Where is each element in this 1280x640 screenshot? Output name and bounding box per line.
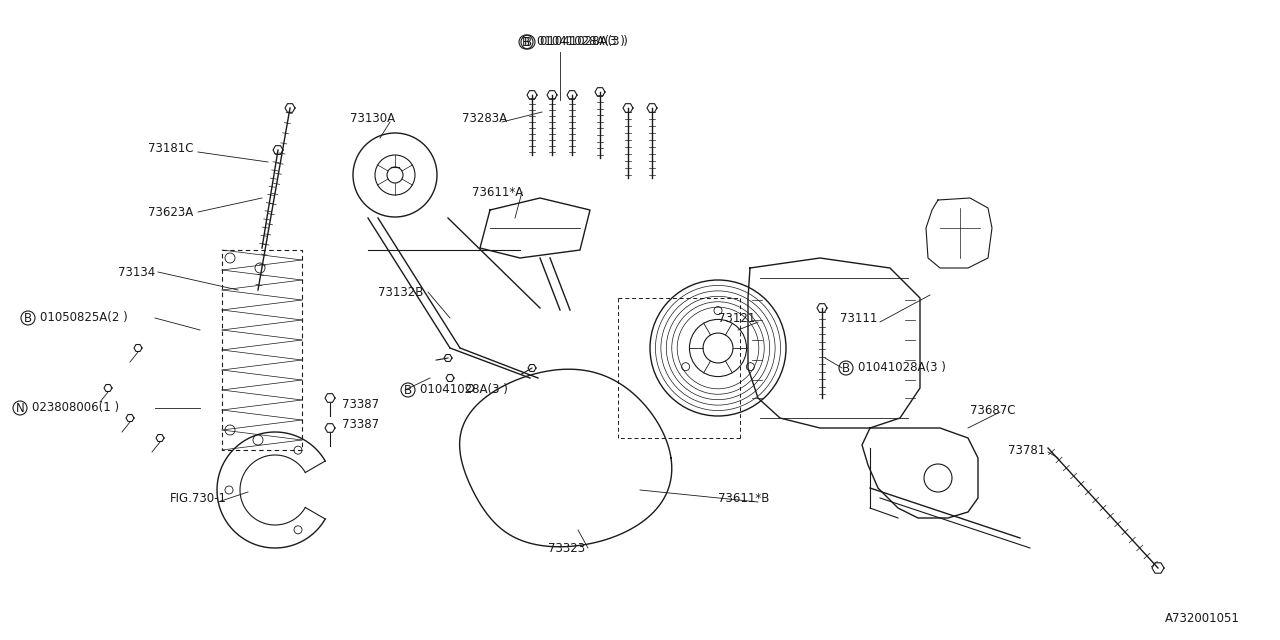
Text: 73111: 73111 <box>840 312 877 324</box>
Text: 73181C: 73181C <box>148 141 193 154</box>
Bar <box>221 250 302 450</box>
Text: 73130A: 73130A <box>349 111 396 125</box>
Text: B: B <box>24 312 32 324</box>
Text: 01041028A(3 ): 01041028A(3 ) <box>540 35 628 49</box>
Text: B: B <box>842 362 850 374</box>
Text: FIG.730-1: FIG.730-1 <box>170 492 227 504</box>
Text: 73611*B: 73611*B <box>718 492 769 504</box>
Text: 73623A: 73623A <box>148 205 193 218</box>
Text: 01041028A(3 ): 01041028A(3 ) <box>420 383 508 397</box>
Text: 023808006(1 ): 023808006(1 ) <box>32 401 119 415</box>
Text: 73611*A: 73611*A <box>472 186 524 198</box>
Text: 01041028A(3 ): 01041028A(3 ) <box>858 362 946 374</box>
Text: A732001051: A732001051 <box>1165 611 1240 625</box>
Text: N: N <box>15 401 24 415</box>
Text: B: B <box>404 383 412 397</box>
Text: 73687C: 73687C <box>970 403 1015 417</box>
Text: 73387: 73387 <box>342 419 379 431</box>
Text: 73323: 73323 <box>548 541 585 554</box>
Text: 73387: 73387 <box>342 399 379 412</box>
Text: 73121: 73121 <box>718 312 755 324</box>
Text: 73134: 73134 <box>118 266 155 278</box>
Text: 73132B: 73132B <box>378 285 424 298</box>
Text: B: B <box>522 35 530 49</box>
Text: 73781: 73781 <box>1009 444 1046 456</box>
Text: 01041028A(3 ): 01041028A(3 ) <box>538 35 625 49</box>
Text: 01050825A(2 ): 01050825A(2 ) <box>40 312 128 324</box>
Text: B: B <box>524 35 532 49</box>
Text: 73283A: 73283A <box>462 111 507 125</box>
